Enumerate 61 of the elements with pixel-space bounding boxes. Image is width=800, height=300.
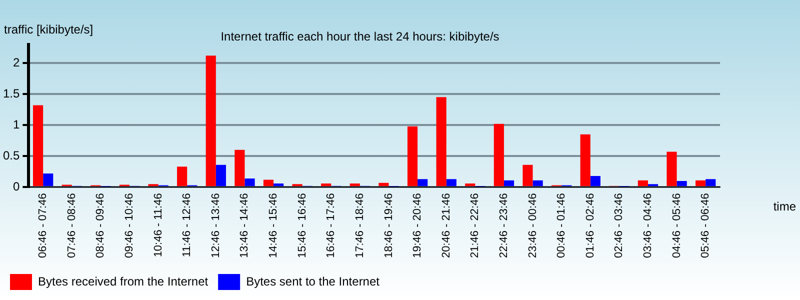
bar xyxy=(43,174,54,186)
bar xyxy=(676,180,687,186)
bar xyxy=(446,179,456,186)
bar xyxy=(666,152,677,186)
x-tick-label: 10:46 - 11:46 xyxy=(152,193,164,258)
bar xyxy=(436,97,446,186)
bar xyxy=(407,126,418,186)
bar xyxy=(418,179,428,186)
bar xyxy=(590,176,600,186)
x-tick-label: 14:46 - 15:46 xyxy=(268,193,280,258)
x-axis-title: time xyxy=(773,199,796,214)
x-tick-label: 19:46 - 20:46 xyxy=(412,193,424,258)
x-tick-label: 03:46 - 04:46 xyxy=(642,193,654,258)
x-tick-label: 01:46 - 02:46 xyxy=(584,193,596,258)
x-tick-label: 09:46 - 10:46 xyxy=(124,193,136,258)
bar xyxy=(216,164,226,186)
x-tick-label: 05:46 - 06:46 xyxy=(700,193,712,258)
y-tick-label: 0 xyxy=(12,179,20,194)
x-tick-label: 04:46 - 05:46 xyxy=(670,193,683,258)
bar xyxy=(321,183,332,186)
x-tick-label: 08:46 - 09:46 xyxy=(94,193,107,258)
x-tick-label: 15:46 - 16:46 xyxy=(296,193,308,258)
bar xyxy=(494,124,504,186)
x-tick-label: 23:46 - 00:46 xyxy=(526,193,539,258)
bar xyxy=(580,134,590,186)
bar xyxy=(350,183,360,186)
bar xyxy=(532,180,543,186)
x-tick-label: 06:46 - 07:46 xyxy=(37,193,50,258)
x-tick-label: 22:46 - 23:46 xyxy=(498,193,510,258)
y-tick-label: 1.5 xyxy=(2,86,20,100)
bar xyxy=(177,166,188,186)
x-tick-label: 16:46 - 17:46 xyxy=(325,193,338,258)
bar xyxy=(504,180,514,186)
chart-title: Internet traffic each hour the last 24 hours: kibibyte/s xyxy=(220,30,500,44)
bar xyxy=(274,183,284,186)
bar xyxy=(33,105,44,186)
x-tick-label: 00:46 - 01:46 xyxy=(556,193,568,258)
x-tick-label: 18:46 - 19:46 xyxy=(382,193,395,258)
x-tick-label: 11:46 - 12:46 xyxy=(181,193,194,258)
bar xyxy=(706,179,716,186)
x-tick-label: 21:46 - 22:46 xyxy=(469,193,482,258)
x-tick-label: 07:46 - 08:46 xyxy=(66,193,78,258)
x-tick-label: 20:46 - 21:46 xyxy=(440,193,452,258)
y-tick-label: 0.5 xyxy=(2,148,20,162)
legend-label: Bytes received from the Internet xyxy=(38,274,209,288)
bar xyxy=(234,150,245,186)
bar xyxy=(263,180,274,186)
y-tick-label: 2 xyxy=(12,55,20,70)
legend-label: Bytes sent to the Internet xyxy=(246,274,380,288)
bar xyxy=(638,180,648,186)
x-tick-label: 17:46 - 18:46 xyxy=(354,193,366,258)
x-tick-label: 02:46 - 03:46 xyxy=(613,193,626,258)
y-axis-title: traffic [kibibyte/s] xyxy=(4,22,94,37)
y-tick-label: 1 xyxy=(12,117,20,132)
bar xyxy=(244,178,255,186)
bar xyxy=(465,183,476,186)
x-tick-label: 13:46 - 14:46 xyxy=(238,193,251,258)
x-tick-label: 12:46 - 13:46 xyxy=(210,193,222,258)
bar xyxy=(696,180,706,186)
bar xyxy=(522,164,533,186)
bar xyxy=(206,56,216,186)
